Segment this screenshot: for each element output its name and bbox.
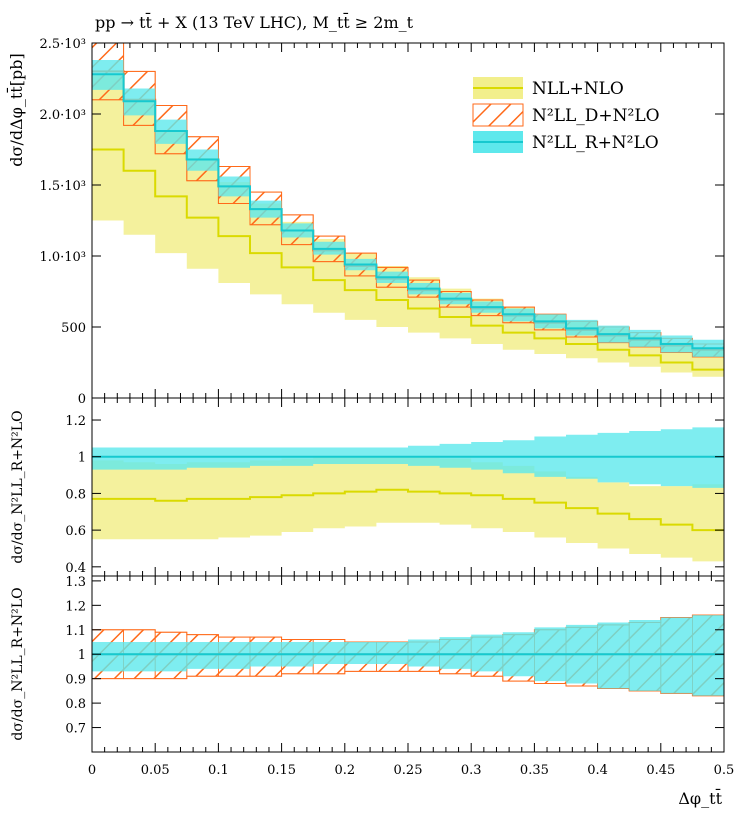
r1-y-tick-label: 1.2 [65,414,86,429]
main-band-n-ll-r-n-lo [92,60,724,357]
plot-title: pp → tt̄ + X (13 TeV LHC), M_tt̄ ≥ 2m_t [95,11,414,32]
ratio-panel-n2lld: 0.7 0.8 0.9 1 1.1 1.2 1.3 0 0.05 0.1 0.15 0.2 0.25 0.… [65,575,734,778]
ratio-panel-nll: 0.4 0.6 0.8 1 1.2 [65,397,725,577]
main-y-tick-label: 1.0·10³ [39,250,86,265]
r2-y-tick-label: 0.8 [65,697,86,712]
x-axis-title: Δφ_tt̄ [678,787,722,808]
x-tick-label: 0.15 [267,763,296,778]
main-y-tick-label: 1.5·10³ [39,179,86,194]
x-tick-label: 0.05 [141,763,170,778]
r1-series-group [92,427,724,562]
main-y-tick-label: 500 [61,321,86,336]
main-panel: 0 500 1.0·10³ 1.5·10³ 2.0·10³ 2.5·10³ [39,37,725,407]
y-axis-title-ratio2: dσ/dσ_N²LL_R+N²LO [10,587,26,740]
r2-y-tick-label: 0.7 [65,722,86,737]
main-y-tick-label: 0 [78,392,86,407]
legend-label-n2lld: N²LL_D+N²LO [532,106,660,126]
x-tick-label: 0.45 [646,763,675,778]
legend-item-n2llr: N²LL_R+N²LO [473,131,659,153]
x-tick-label: 0.25 [394,763,423,778]
r2-band-n-ll-r-n-lo [92,615,724,696]
y-axis-title-main: dσ/dΔφ_tt̄[pb] [5,53,26,166]
r1-band-nll-nlo [92,456,724,562]
y-axis-title-ratio1: dσ/dσ_N²LL_R+N²LO [10,410,26,563]
x-tick-label: 0.35 [520,763,549,778]
main-central-line-n-ll-r-n-lo [92,73,724,350]
x-tick-label: 0.1 [208,763,229,778]
r1-central-line-nll-nlo [92,488,724,532]
r1-y-tick-label: 0.6 [65,524,86,539]
legend-swatch-n2lld [472,103,524,127]
r1-y-tick-label: 0.4 [65,561,86,576]
x-tick-label: 0.3 [461,763,482,778]
main-y-tick-label: 2.5·10³ [39,37,86,52]
x-tick-label: 0.2 [334,763,355,778]
main-series-group [92,43,724,377]
r1-y-tick-label: 1 [78,451,86,466]
x-tick-label: 0 [88,763,96,778]
legend: NLL+NLO N²LL_D+N²LO N²LL_R+N²LO [472,77,660,153]
r2-y-tick-label: 1.1 [65,624,86,639]
legend-item-nll: NLL+NLO [473,77,624,99]
r1-y-tick-label: 0.8 [65,487,86,502]
legend-label-n2llr: N²LL_R+N²LO [532,133,659,153]
r2-y-tick-label: 0.9 [65,673,86,688]
x-tick-label: 0.4 [587,763,608,778]
r2-y-tick-label: 1.3 [65,575,86,590]
r2-y-tick-label: 1.2 [65,599,86,614]
main-central-line-nll-nlo [92,148,724,371]
legend-label-nll: NLL+NLO [532,79,624,99]
legend-item-n2lld: N²LL_D+N²LO [472,103,660,127]
x-tick-label: 0.5 [714,763,735,778]
r2-y-tick-label: 1 [78,648,86,663]
r2-series-group [92,614,724,697]
main-y-tick-label: 2.0·10³ [39,108,86,123]
